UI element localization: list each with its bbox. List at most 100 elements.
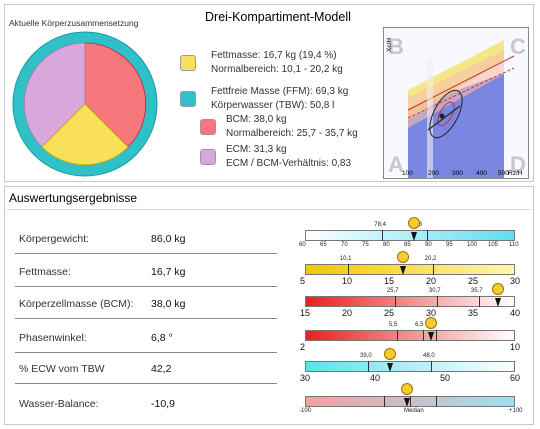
tick-label: 25 (468, 276, 479, 286)
row-value-phase: 6,8 ° (151, 332, 173, 344)
tick-label: 110 (509, 242, 519, 248)
row-label-weight: Körpergewicht: (19, 233, 90, 245)
range-label: 35,7 (470, 288, 483, 294)
row-divider (15, 253, 277, 254)
tick-label: 95 (446, 242, 453, 248)
range-label: 6,5 (415, 322, 424, 328)
graph-line-dash (407, 67, 515, 119)
range-label: 5,5 (388, 322, 398, 328)
pie-title: Aktuelle Körperzusammensetzung (9, 18, 139, 28)
bcm-swatch (200, 119, 216, 135)
tick-label: 65 (320, 242, 327, 248)
measurement-point (439, 113, 445, 119)
range-marker (436, 296, 438, 307)
tick-label: 60 (299, 242, 306, 248)
ffm-line1: Fettfreie Masse (FFM): 69,3 kg (211, 86, 349, 97)
row-value-bcm: 38,0 kg (151, 298, 186, 310)
value-pointer (400, 266, 407, 275)
corner-b: B (388, 34, 404, 59)
row-label-fat: Fettmasse: (19, 266, 71, 278)
x-tick-100: 100 (402, 170, 413, 177)
value-pointer (411, 232, 418, 241)
vector-arrow (427, 105, 461, 131)
row-divider (15, 383, 277, 384)
smiley-icon (401, 383, 414, 395)
x-tick-200: 200 (428, 170, 439, 177)
tick-label: 10 (510, 342, 521, 352)
tick-label: 85 (404, 242, 411, 248)
tick-label: 20 (342, 308, 353, 318)
row-value-weight: 86,0 kg (151, 233, 186, 245)
row-label-phase: Phasenwinkel: (19, 332, 87, 344)
tick-label: 10 (342, 276, 353, 286)
scale-bar (305, 230, 515, 241)
range-marker (394, 296, 396, 307)
tick-label: 35 (468, 308, 479, 318)
x-axis-label: Rz/H (508, 170, 523, 177)
tick-label: +100 (509, 408, 523, 414)
row-label-ecw: % ECW vom TBW (19, 363, 105, 375)
range-marker (432, 264, 434, 275)
fat-swatch (180, 55, 196, 71)
value-pointer (495, 298, 502, 307)
x-tick-500: 500 (498, 170, 509, 177)
fat-line2: Normalbereich: 10,1 - 20,2 kg (211, 64, 343, 75)
row-label-water: Wasser-Balance: (19, 398, 99, 410)
tick-label: 15 (300, 308, 311, 318)
ecm-line2: ECM / BCM-Verhältnis: 0,83 (226, 158, 352, 169)
row-divider (15, 352, 277, 353)
tick-label: 70 (341, 242, 348, 248)
range-marker (383, 396, 385, 407)
x-tick-300: 300 (452, 170, 463, 177)
range-label: 30,7 (428, 288, 441, 294)
smiley-icon (492, 283, 505, 295)
tick-label: 100 (467, 242, 478, 248)
range-marker (431, 361, 432, 372)
range-marker (426, 230, 428, 241)
row-value-fat: 16,7 kg (151, 266, 186, 278)
tick-label: 20 (426, 276, 437, 286)
composition-panel: Drei-Kompartiment-Modell Aktuelle Körper… (4, 4, 534, 182)
tick-label: 25 (384, 308, 395, 318)
row-value-water: -10,9 (151, 398, 175, 410)
tick-label: 75 (362, 242, 369, 248)
tick-label: 30 (300, 373, 311, 383)
tick-label: 80 (383, 242, 390, 248)
graph-line (407, 55, 515, 111)
corner-a: A (388, 152, 404, 177)
tick-label: 50 (440, 373, 451, 383)
range-label: 39,0 (360, 353, 372, 359)
smiley-icon (408, 217, 421, 229)
fat-line1: Fettmasse: 16,7 kg (19,4 %) (211, 50, 337, 61)
range-marker (396, 330, 398, 341)
scale-bar (305, 330, 515, 341)
x-tick-400: 400 (476, 170, 487, 177)
row-label-bcm: Körperzellmasse (BCM): (19, 298, 134, 310)
ecm-slice (23, 42, 86, 148)
model-title: Drei-Kompartiment-Modell (205, 10, 351, 24)
tolerance-ellipse-inner (437, 101, 455, 127)
scale-bar (305, 361, 515, 372)
tick-label: 40 (370, 373, 381, 383)
range-marker (347, 264, 349, 275)
row-divider (15, 286, 277, 287)
range-label: 10,1 (339, 256, 352, 262)
range-marker (436, 330, 438, 341)
corner-d: D (510, 152, 526, 177)
tick-label: 30 (426, 308, 437, 318)
y-axis-label: Xc/H (386, 37, 393, 52)
range-marker (368, 361, 369, 372)
bcm-line1: BCM: 38,0 kg (226, 114, 287, 125)
ffm-line2: Körperwasser (TBW): 50,8 l (211, 100, 335, 111)
corner-c: C (510, 34, 526, 59)
range-label: 8 (418, 222, 423, 228)
range-marker (436, 396, 438, 407)
range-label: 78,4 (374, 222, 386, 228)
value-pointer (387, 363, 394, 372)
title-divider (7, 209, 531, 210)
tick-label: Median (404, 408, 424, 414)
tick-label: 105 (488, 242, 499, 248)
range-marker (423, 330, 425, 341)
smiley-icon (397, 251, 410, 263)
bia-vector-graph: B C A D Xc/H Rz/H 100 200 300 400 500 (383, 27, 529, 179)
